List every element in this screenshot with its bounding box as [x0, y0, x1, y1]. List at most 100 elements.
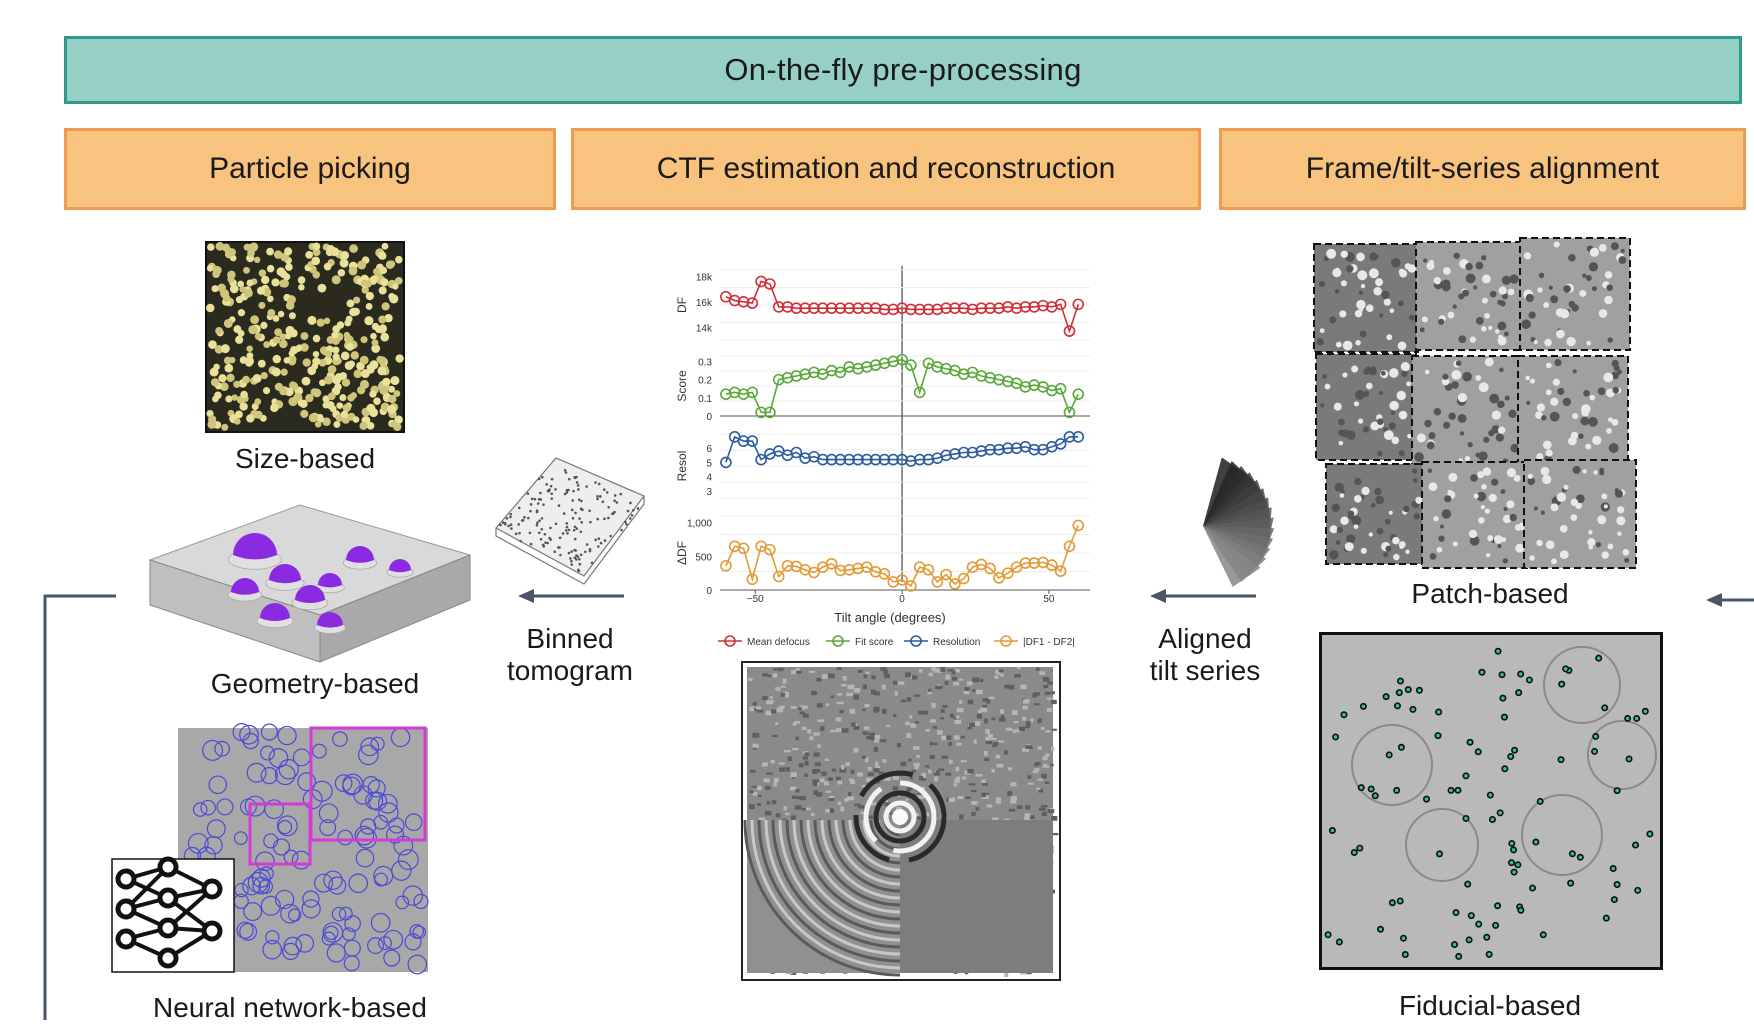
- data-point: [1001, 567, 1014, 579]
- data-point: [1019, 301, 1032, 313]
- data-point: [1028, 557, 1041, 569]
- tilt-image: [1203, 526, 1261, 587]
- legend-label-0: Mean defocus: [747, 637, 810, 648]
- arrow-to-ctf: [1150, 589, 1256, 603]
- data-point: [728, 294, 741, 307]
- data-point: [957, 446, 970, 459]
- data-point: [878, 303, 891, 316]
- data-point: [1019, 557, 1032, 569]
- particle-dome: [260, 603, 290, 621]
- particle-dome: [233, 533, 277, 560]
- ytick-2-3: 3: [706, 487, 712, 498]
- spectrum-center: [892, 809, 908, 825]
- neural-network-micrograph: [111, 723, 429, 975]
- data-point: [878, 568, 891, 580]
- data-point: [913, 303, 926, 316]
- pipeline-banner: On-the-fly pre-processing: [64, 36, 1742, 104]
- ytick-1-3: 0: [706, 412, 712, 423]
- ytick-0-1: 16k: [696, 298, 713, 309]
- data-point: [966, 446, 979, 459]
- data-point: [808, 566, 820, 579]
- data-point: [913, 453, 926, 466]
- data-point: [764, 543, 776, 556]
- data-point: [975, 302, 988, 314]
- data-point: [1072, 298, 1085, 311]
- legend-label-3: |DF1 - DF2|: [1023, 637, 1075, 648]
- data-point: [869, 302, 882, 314]
- geometry-based-volume: [148, 504, 472, 663]
- particle-dome: [269, 564, 301, 584]
- section-particle-picking-label: Particle picking: [209, 152, 411, 185]
- data-point: [1028, 443, 1041, 456]
- aligned-tilt-series-line-1: Aligned: [1158, 623, 1252, 654]
- ytick-0-2: 14k: [696, 323, 713, 334]
- legend-marker-1: [832, 635, 844, 647]
- data-point: [1028, 301, 1041, 313]
- fiducial-based-image: [1319, 632, 1663, 970]
- ytick-2-0: 6: [706, 444, 712, 455]
- data-point: [984, 302, 996, 314]
- ytick-1-0: 0.3: [698, 357, 712, 368]
- series-line-1: [725, 358, 1079, 415]
- data-point: [720, 456, 732, 469]
- data-point: [922, 303, 935, 316]
- network-node: [157, 887, 179, 909]
- banner-title: On-the-fly pre-processing: [724, 52, 1082, 87]
- arrow-to-picking: [518, 589, 624, 603]
- data-point: [887, 453, 900, 466]
- particle-dome: [295, 585, 325, 603]
- data-point: [993, 443, 1005, 456]
- data-point: [949, 578, 961, 590]
- data-point: [922, 453, 935, 466]
- data-point: [808, 302, 820, 314]
- network-node: [157, 917, 179, 939]
- network-node: [115, 928, 137, 950]
- aligned-tilt-series-label: Aligned tilt series: [1130, 623, 1280, 687]
- geometry-based-label: Geometry-based: [210, 668, 420, 699]
- data-point: [764, 406, 776, 419]
- xtick-2: 50: [1043, 594, 1055, 605]
- data-point: [966, 303, 979, 316]
- particle-dome: [231, 578, 259, 595]
- data-point: [957, 302, 970, 314]
- return-bracket: [43, 594, 116, 1020]
- arrow-incoming-right: [1706, 593, 1754, 607]
- data-point: [975, 445, 988, 457]
- ytick-3-1: 500: [695, 552, 712, 563]
- data-point: [825, 557, 838, 570]
- fiducial-micrograph: [1324, 646, 1657, 960]
- data-point: [896, 453, 908, 466]
- data-point: [790, 302, 803, 314]
- data-point: [1072, 388, 1085, 400]
- size-based-label: Size-based: [234, 443, 376, 474]
- legend-label-1: Fit score: [855, 637, 894, 648]
- data-point: [1054, 438, 1067, 450]
- data-point: [940, 449, 952, 462]
- data-point: [984, 443, 996, 456]
- data-point: [1072, 431, 1085, 443]
- data-point: [1037, 299, 1049, 312]
- data-point: [816, 302, 829, 314]
- data-point: [834, 366, 847, 379]
- data-point: [843, 453, 856, 466]
- data-point: [772, 301, 785, 313]
- data-point: [834, 564, 847, 577]
- patch-based-label: Patch-based: [1411, 578, 1569, 609]
- network-node: [157, 947, 179, 969]
- data-point: [896, 353, 908, 366]
- data-point: [1063, 540, 1076, 553]
- size-based-image: [205, 241, 405, 433]
- data-point: [861, 561, 873, 573]
- data-point: [869, 453, 882, 466]
- neural-network-image: [111, 723, 430, 975]
- legend-marker-2: [910, 635, 922, 647]
- series-line-2: [725, 435, 1079, 463]
- data-point: [861, 453, 873, 466]
- data-point: [1001, 442, 1014, 455]
- particle-dome: [317, 612, 343, 628]
- data-point: [852, 562, 864, 575]
- data-point: [746, 435, 759, 447]
- xtick-0: −50: [747, 594, 764, 605]
- data-point: [931, 303, 944, 316]
- data-point: [746, 573, 759, 586]
